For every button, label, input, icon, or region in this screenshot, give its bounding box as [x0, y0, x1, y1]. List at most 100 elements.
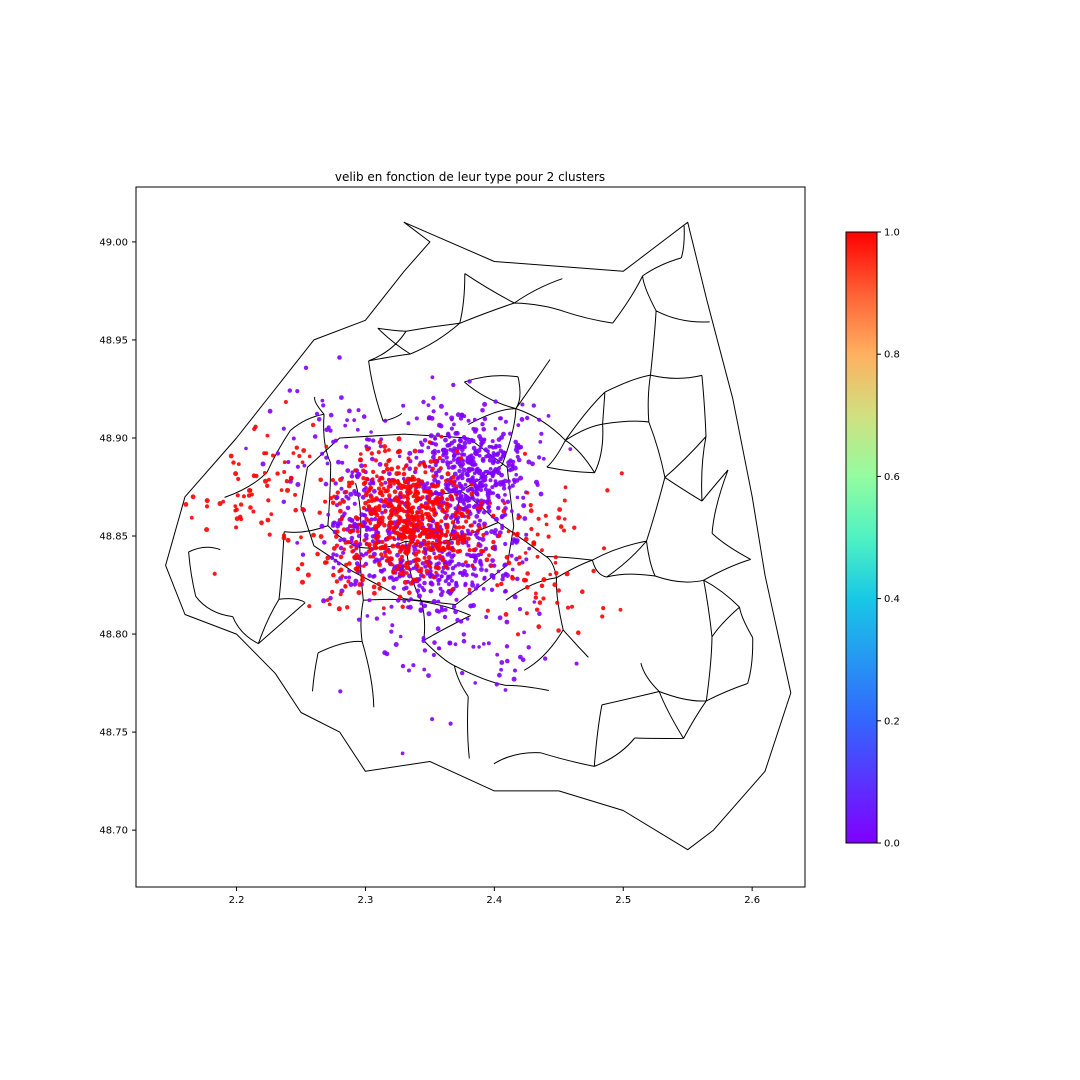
station-point-cluster-0: [462, 497, 467, 502]
station-point-cluster-1: [451, 547, 456, 553]
station-point-cluster-0: [516, 423, 521, 427]
y-tick-label: 48.70: [99, 826, 128, 837]
colorbar-tick-label: 0.4: [884, 594, 900, 605]
station-point-cluster-1: [380, 476, 385, 481]
station-point-cluster-1: [399, 486, 404, 491]
station-point-cluster-1: [347, 480, 351, 485]
station-point-cluster-1: [247, 488, 252, 493]
station-point-cluster-1: [426, 545, 432, 550]
station-point-cluster-1: [348, 524, 353, 529]
station-point-cluster-1: [427, 517, 432, 522]
station-point-cluster-0: [467, 379, 472, 384]
station-point-cluster-1: [376, 581, 381, 587]
station-point-cluster-0: [295, 464, 300, 469]
y-tick-label: 48.85: [99, 532, 128, 543]
station-point-cluster-0: [456, 561, 462, 567]
station-point-cluster-0: [346, 496, 351, 501]
station-point-cluster-0: [466, 531, 471, 536]
station-point-cluster-0: [429, 573, 434, 577]
station-point-cluster-1: [383, 543, 388, 547]
station-point-cluster-0: [436, 582, 441, 586]
station-point-cluster-0: [407, 466, 413, 472]
station-point-cluster-1: [389, 466, 395, 472]
station-point-cluster-1: [379, 552, 384, 557]
station-point-cluster-0: [493, 516, 499, 522]
station-point-cluster-1: [204, 527, 210, 533]
station-point-cluster-1: [413, 528, 418, 532]
station-point-cluster-1: [415, 523, 420, 528]
station-point-cluster-1: [386, 484, 391, 489]
station-point-cluster-1: [454, 448, 459, 454]
station-point-cluster-1: [428, 459, 434, 464]
station-point-cluster-1: [405, 476, 411, 482]
station-point-cluster-0: [520, 560, 525, 565]
station-point-cluster-1: [457, 525, 462, 530]
station-point-cluster-0: [498, 416, 503, 421]
station-point-cluster-0: [466, 543, 471, 548]
station-point-cluster-1: [377, 490, 383, 496]
y-tick: 48.95: [99, 335, 136, 346]
station-point-cluster-0: [320, 451, 325, 456]
station-point-cluster-1: [387, 515, 393, 521]
station-point-cluster-1: [390, 543, 396, 549]
station-point-cluster-1: [479, 505, 484, 510]
station-point-cluster-1: [466, 514, 470, 518]
station-point-cluster-1: [556, 588, 561, 593]
station-point-cluster-1: [563, 485, 568, 490]
station-point-cluster-0: [369, 430, 373, 434]
station-point-cluster-1: [371, 477, 375, 481]
station-point-cluster-0: [518, 444, 524, 450]
station-point-cluster-0: [470, 553, 476, 559]
station-point-cluster-1: [426, 563, 432, 568]
station-point-cluster-1: [525, 585, 530, 590]
station-point-cluster-0: [497, 672, 502, 678]
station-point-cluster-1: [461, 525, 466, 530]
station-point-cluster-1: [437, 455, 442, 461]
station-point-cluster-1: [434, 496, 439, 500]
station-point-cluster-1: [300, 507, 306, 512]
station-point-cluster-0: [400, 751, 405, 756]
station-point-cluster-0: [387, 471, 392, 477]
plot-area: [135, 186, 806, 888]
station-point-cluster-1: [506, 560, 512, 566]
station-point-cluster-0: [356, 408, 361, 413]
station-point-cluster-1: [580, 589, 585, 594]
station-point-cluster-1: [332, 494, 336, 499]
station-point-cluster-1: [350, 549, 355, 554]
station-point-cluster-1: [338, 592, 343, 597]
station-point-cluster-1: [479, 500, 484, 505]
station-point-cluster-0: [485, 469, 490, 474]
station-point-cluster-1: [399, 536, 405, 542]
y-tick: 48.70: [99, 826, 136, 837]
station-point-cluster-0: [477, 434, 482, 439]
station-point-cluster-0: [404, 585, 409, 591]
station-point-cluster-1: [406, 560, 411, 565]
station-point-cluster-0: [537, 611, 542, 616]
station-point-cluster-0: [538, 491, 544, 497]
station-point-cluster-0: [368, 481, 373, 486]
station-point-cluster-1: [217, 501, 223, 507]
station-point-cluster-0: [335, 523, 340, 529]
station-point-cluster-1: [341, 527, 347, 532]
station-point-cluster-1: [352, 554, 358, 560]
station-point-cluster-1: [544, 522, 549, 527]
station-point-cluster-1: [535, 554, 540, 559]
colorbar-tick-label: 1.0: [884, 228, 900, 239]
station-point-cluster-1: [354, 567, 360, 573]
station-point-cluster-0: [496, 569, 501, 574]
station-point-cluster-1: [375, 474, 379, 479]
station-point-cluster-1: [236, 462, 241, 466]
station-point-cluster-0: [419, 449, 424, 454]
station-point-cluster-1: [390, 504, 395, 510]
station-point-cluster-1: [265, 433, 270, 438]
station-point-cluster-0: [500, 577, 505, 582]
station-point-cluster-0: [407, 573, 413, 579]
station-point-cluster-1: [548, 572, 552, 577]
station-point-cluster-0: [428, 433, 434, 439]
station-point-cluster-0: [501, 431, 506, 437]
station-point-cluster-1: [284, 479, 290, 484]
station-point-cluster-1: [267, 477, 271, 482]
station-point-cluster-1: [410, 511, 415, 515]
station-point-cluster-1: [236, 476, 241, 482]
